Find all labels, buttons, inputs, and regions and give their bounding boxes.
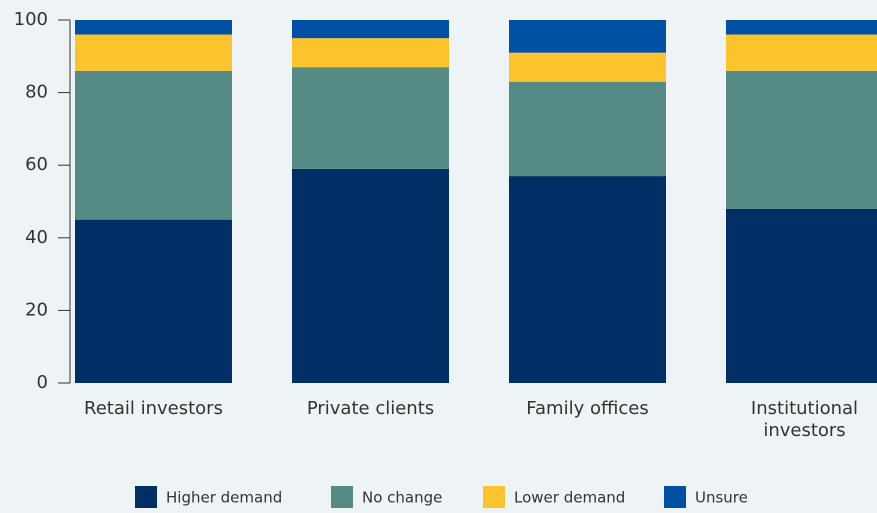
x-tick-label: Retail investors xyxy=(84,398,223,419)
y-tick-label: 0 xyxy=(37,372,48,393)
x-tick-label: Institutional investors xyxy=(750,398,859,441)
legend-label: Lower demand xyxy=(514,489,625,507)
bar-segment xyxy=(509,20,666,53)
bar-segment xyxy=(726,34,877,71)
bar-segment xyxy=(726,20,877,35)
legend-label: No change xyxy=(362,489,442,507)
y-tick-label: 60 xyxy=(25,154,48,175)
bar-segment xyxy=(509,52,666,82)
bar-segment xyxy=(292,20,449,39)
y-tick-label: 40 xyxy=(25,227,48,248)
y-tick-label: 100 xyxy=(14,9,48,30)
bar-segment xyxy=(509,81,666,177)
bar-segment xyxy=(292,168,449,383)
legend-swatch xyxy=(664,486,686,508)
legend-label: Higher demand xyxy=(166,489,282,507)
bar-segment xyxy=(75,34,232,71)
legend-label: Unsure xyxy=(695,489,748,507)
y-tick-label: 20 xyxy=(25,299,48,320)
bar-segment xyxy=(726,70,877,209)
bar-segment xyxy=(292,38,449,68)
legend-swatch xyxy=(331,486,353,508)
bar-segment xyxy=(75,70,232,220)
bar-segment xyxy=(509,176,666,383)
legend-swatch xyxy=(483,486,505,508)
bar-segment xyxy=(75,219,232,383)
legend-swatch xyxy=(135,486,157,508)
bar-segment xyxy=(292,67,449,169)
x-tick-label: Private clients xyxy=(306,398,435,419)
y-tick-label: 80 xyxy=(25,82,48,103)
bar-segment xyxy=(726,208,877,383)
x-tick-label: Family offices xyxy=(526,398,649,419)
bar-segment xyxy=(75,20,232,35)
